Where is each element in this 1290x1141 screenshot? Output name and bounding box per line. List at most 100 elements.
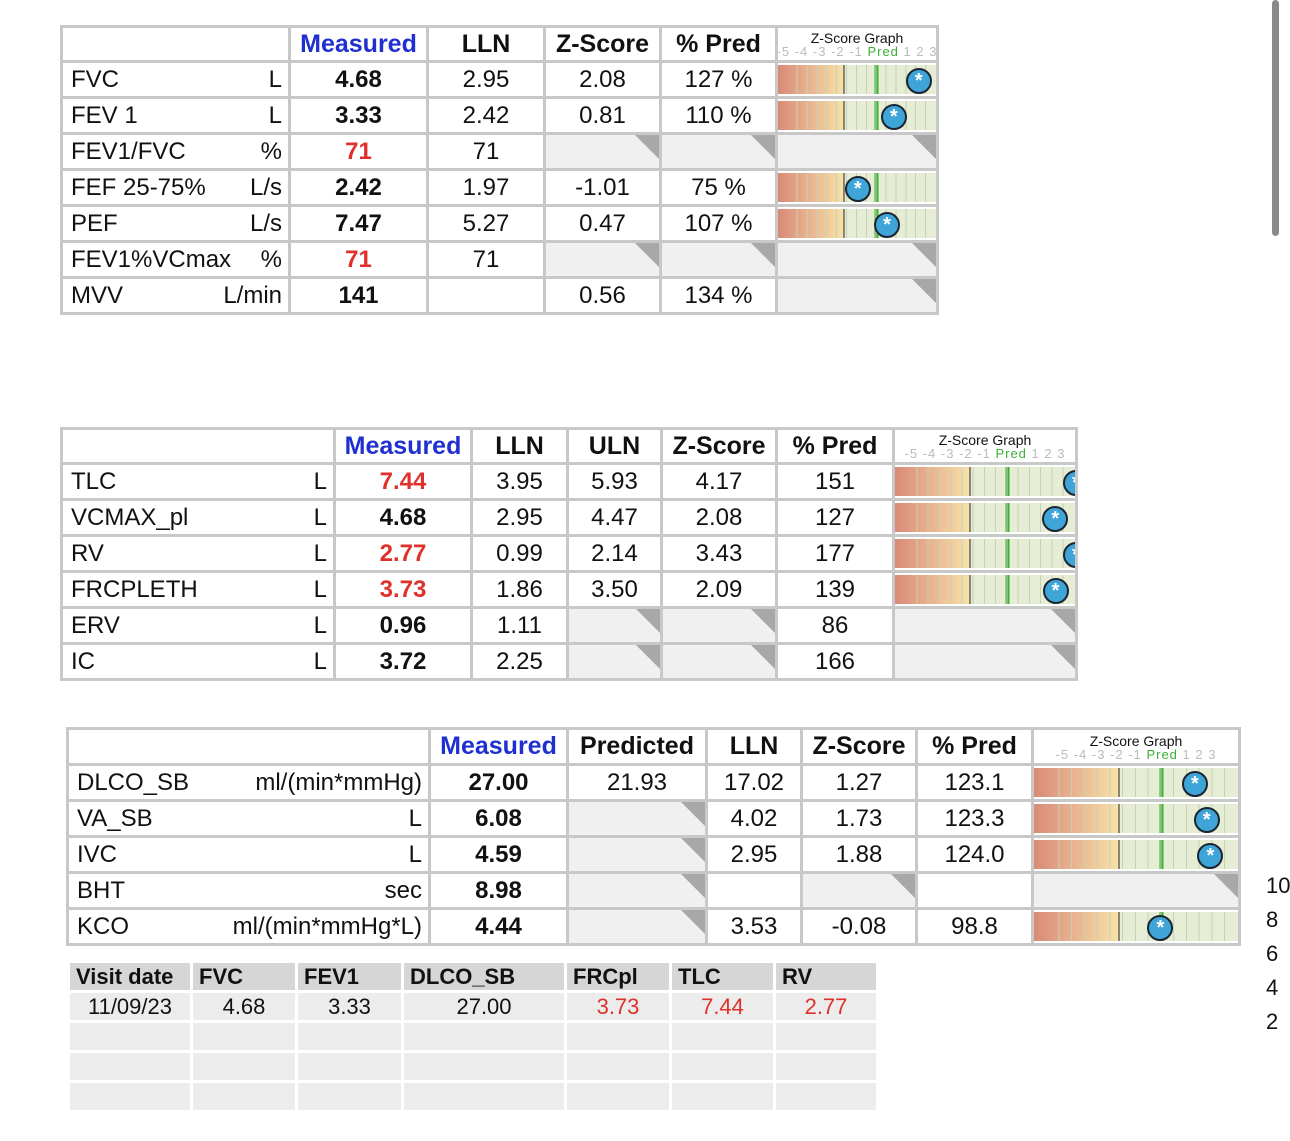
measured-value: 7.47 bbox=[291, 207, 426, 240]
value-cell: 2.95 bbox=[429, 63, 543, 96]
parameter-unit: L/min bbox=[223, 281, 282, 309]
parameter-unit: L bbox=[408, 840, 422, 868]
visit-empty-cell bbox=[298, 1083, 401, 1110]
parameter-name: BHT bbox=[77, 876, 125, 904]
zscore-graph-header: Z-Score Graph-5 -4 -3 -2 -1 Pred 1 2 3 bbox=[895, 430, 1075, 462]
axis-tick: 2 bbox=[916, 44, 925, 59]
axis-tick: 3 bbox=[929, 44, 936, 59]
value-cell: 17.02 bbox=[708, 766, 800, 799]
zscore-marker-icon: * bbox=[874, 211, 901, 238]
parameter-name: FRCPLETH bbox=[71, 575, 198, 603]
column-header: % Pred bbox=[778, 430, 892, 462]
zscore-axis: -5 -4 -3 -2 -1 Pred 1 2 3 bbox=[1056, 748, 1217, 761]
value-cell: 86 bbox=[778, 609, 892, 642]
measured-value: 4.59 bbox=[431, 838, 566, 871]
value-cell: 3.95 bbox=[473, 465, 566, 498]
zscore-graph-empty bbox=[778, 279, 936, 312]
parameter-unit: ml/(min*mmHg) bbox=[255, 768, 422, 796]
value-cell: 0.56 bbox=[546, 279, 659, 312]
visit-empty-cell bbox=[776, 1053, 876, 1080]
visit-cell: 2.77 bbox=[776, 993, 876, 1020]
parameter-name: MVV bbox=[71, 281, 124, 309]
value-cell: 1.27 bbox=[803, 766, 915, 799]
value-cell bbox=[803, 874, 915, 907]
column-header: % Pred bbox=[662, 28, 775, 60]
visit-empty-cell bbox=[672, 1023, 773, 1050]
row-label: FEV1%VCmax% bbox=[63, 243, 288, 276]
visit-empty-cell bbox=[567, 1053, 669, 1080]
value-cell: 4.02 bbox=[708, 802, 800, 835]
visit-column-header: Visit date bbox=[70, 963, 190, 990]
visit-cell: 3.33 bbox=[298, 993, 401, 1020]
measured-value: 71 bbox=[291, 135, 426, 168]
zscore-graph-empty bbox=[1034, 874, 1238, 907]
row-label: RV L bbox=[63, 537, 333, 570]
diffusion-table: Measured Predicted LLN Z-Score% Pred Z-Score… bbox=[66, 727, 1241, 946]
zscore-graph: * bbox=[1034, 802, 1238, 835]
visit-empty-cell bbox=[298, 1053, 401, 1080]
column-header bbox=[63, 28, 288, 60]
side-axis-tick: 8 bbox=[1266, 907, 1279, 932]
parameter-unit: L bbox=[408, 804, 422, 832]
visit-empty-cell bbox=[776, 1023, 876, 1050]
parameter-name: DLCO_SB bbox=[77, 768, 190, 796]
value-cell: 2.08 bbox=[663, 501, 775, 534]
zscore-graph-title: Z-Score Graph bbox=[810, 30, 904, 46]
visit-history-table: Visit date FVC FEV1 DLCO_SB FRCpl TLC RV 11/09/… bbox=[70, 963, 876, 1110]
axis-tick: -2 bbox=[831, 44, 845, 59]
row-label: MVV L/min bbox=[63, 279, 288, 312]
value-cell: 75 % bbox=[662, 171, 775, 204]
zscore-marker-icon: * bbox=[844, 175, 871, 202]
zscore-graph-title: Z-Score Graph bbox=[1089, 732, 1183, 749]
zscore-graph-empty bbox=[895, 645, 1075, 678]
column-header bbox=[63, 430, 333, 462]
parameter-name: RV bbox=[71, 539, 104, 567]
visit-empty-cell bbox=[404, 1053, 564, 1080]
parameter-unit: L bbox=[268, 101, 282, 129]
axis-tick: -1 bbox=[977, 446, 991, 461]
row-label: BHT sec bbox=[69, 874, 428, 907]
measured-value: 4.68 bbox=[291, 63, 426, 96]
value-cell: 0.47 bbox=[546, 207, 659, 240]
measured-value: 2.42 bbox=[291, 171, 426, 204]
parameter-unit: L/s bbox=[249, 209, 282, 237]
measured-value: 8.98 bbox=[431, 874, 566, 907]
column-header: Z-Score bbox=[663, 430, 775, 462]
zscore-graph: * bbox=[895, 465, 1075, 498]
value-cell bbox=[662, 135, 775, 168]
zscore-marker-icon: * bbox=[1042, 577, 1069, 604]
value-cell bbox=[662, 243, 775, 276]
value-cell bbox=[918, 874, 1031, 907]
row-label: TLC L bbox=[63, 465, 333, 498]
zscore-graph-empty bbox=[778, 243, 936, 276]
scrollbar[interactable] bbox=[1272, 0, 1279, 236]
side-axis-tick: 10 bbox=[1266, 873, 1290, 898]
value-cell bbox=[569, 609, 660, 642]
value-cell: 151 bbox=[778, 465, 892, 498]
value-cell: 4.47 bbox=[569, 501, 660, 534]
column-header: Measured bbox=[336, 430, 470, 462]
column-header: LLN bbox=[473, 430, 566, 462]
zscore-graph: * bbox=[778, 99, 936, 132]
axis-tick: -3 bbox=[1091, 746, 1106, 762]
row-label: DLCO_SB ml/(min*mmHg) bbox=[69, 766, 428, 799]
visit-column-header: TLC bbox=[672, 963, 773, 990]
visit-column-header: FRCpl bbox=[567, 963, 669, 990]
measured-value: 3.33 bbox=[291, 99, 426, 132]
visit-empty-cell bbox=[567, 1023, 669, 1050]
visit-empty-cell bbox=[193, 1053, 295, 1080]
value-cell: 71 bbox=[429, 135, 543, 168]
visit-empty-cell bbox=[298, 1023, 401, 1050]
value-cell: 166 bbox=[778, 645, 892, 678]
axis-tick: 1 bbox=[1031, 446, 1040, 461]
visit-cell: 27.00 bbox=[404, 993, 564, 1020]
zscore-marker-icon: * bbox=[1193, 806, 1220, 833]
zscore-graph: * bbox=[778, 63, 936, 96]
zscore-marker-icon: * bbox=[1042, 505, 1069, 532]
parameter-unit: L bbox=[313, 539, 327, 567]
parameter-unit: L bbox=[313, 467, 327, 495]
measured-value: 71 bbox=[291, 243, 426, 276]
row-label: FEV1/FVC% bbox=[63, 135, 288, 168]
value-cell: 1.86 bbox=[473, 573, 566, 606]
